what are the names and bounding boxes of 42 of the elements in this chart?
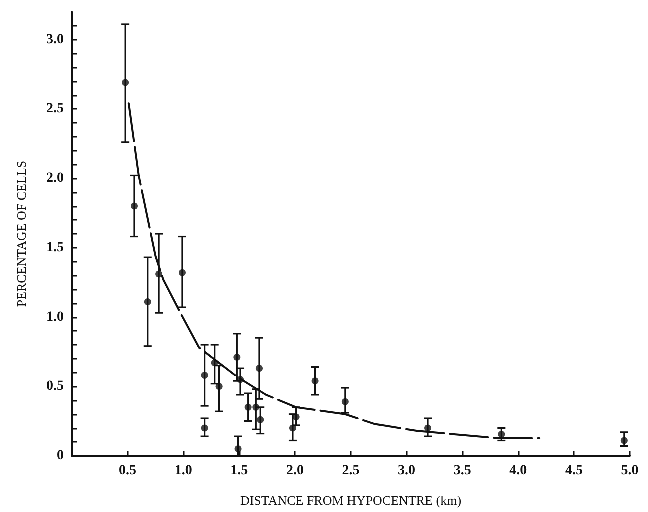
point: [256, 365, 263, 372]
y-tick-label: 0.5: [46, 379, 64, 394]
point: [237, 376, 244, 384]
y-axis-title: PERCENTAGE OF CELLS: [14, 160, 29, 308]
y-tick-label: 1.5: [46, 240, 64, 256]
x-tick-label: 3.0: [398, 464, 416, 478]
point: [211, 360, 218, 367]
x-tick-label: 1.0: [174, 464, 192, 478]
x-tick-label: 4.5: [565, 464, 583, 478]
x-tick-label: 2.5: [342, 464, 360, 478]
point: [234, 354, 241, 361]
x-axis-title: DISTANCE FROM HYPOCENTRE (km): [240, 493, 462, 508]
point: [498, 430, 506, 438]
point: [144, 298, 152, 306]
x-tick-label: 0.5: [119, 464, 137, 478]
y-tick-label: 2.5: [46, 102, 64, 117]
x-tick-label: 2.0: [286, 464, 304, 478]
point: [216, 383, 223, 390]
point: [252, 404, 260, 411]
y-tick-label: 3.0: [46, 32, 64, 48]
y-tick-label: 2.0: [46, 171, 64, 186]
x-tick-label: 5.0: [621, 464, 639, 478]
point: [244, 404, 252, 411]
point: [178, 269, 186, 276]
point: [289, 424, 296, 432]
point: [156, 270, 163, 278]
point: [342, 398, 349, 406]
point: [234, 446, 242, 453]
point: [257, 416, 264, 424]
point: [424, 424, 432, 432]
point: [312, 378, 319, 385]
point: [201, 424, 208, 432]
y-tick-label: 0: [57, 448, 64, 464]
point: [131, 202, 138, 210]
point: [620, 437, 628, 444]
point: [201, 372, 208, 380]
x-tick-label: 4.0: [510, 464, 528, 478]
x-tick-label: 1.5: [230, 464, 248, 478]
point: [292, 414, 300, 421]
point: [122, 79, 130, 86]
x-tick-label: 3.5: [454, 464, 472, 478]
y-tick-label: 1.0: [46, 310, 64, 325]
